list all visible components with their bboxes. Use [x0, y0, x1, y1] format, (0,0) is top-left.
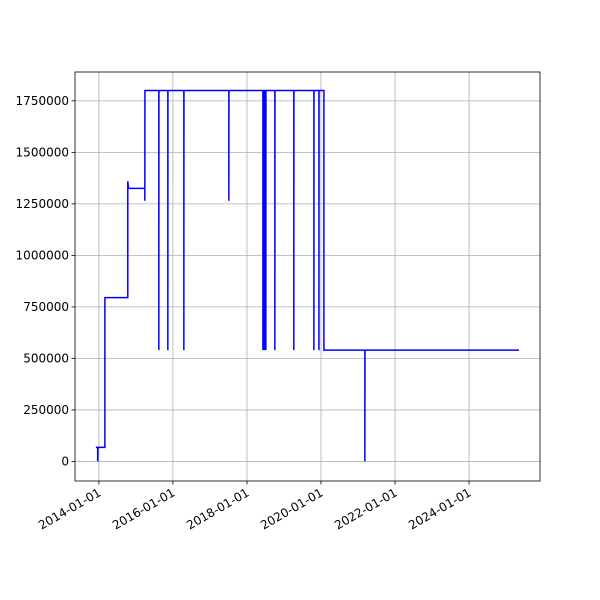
x-tick-label: 2014-01-01 — [36, 485, 103, 532]
y-tick-label: 1250000 — [16, 197, 69, 211]
y-tick-label: 0 — [61, 454, 69, 468]
y-tick-label: 1000000 — [16, 248, 69, 262]
y-tick-label: 250000 — [23, 403, 69, 417]
y-tick-label: 1750000 — [16, 94, 69, 108]
x-tick-label: 2016-01-01 — [110, 485, 177, 532]
x-tick-label: 2020-01-01 — [258, 485, 325, 532]
y-tick-label: 1500000 — [16, 145, 69, 159]
x-tick-label: 2022-01-01 — [332, 485, 399, 532]
plot-frame — [74, 71, 541, 482]
x-tick-label: 2018-01-01 — [184, 485, 251, 532]
x-tick-label: 2024-01-01 — [406, 485, 473, 532]
y-tick-label: 750000 — [23, 300, 69, 314]
y-tick-label: 500000 — [23, 351, 69, 365]
data-line — [95, 89, 520, 462]
